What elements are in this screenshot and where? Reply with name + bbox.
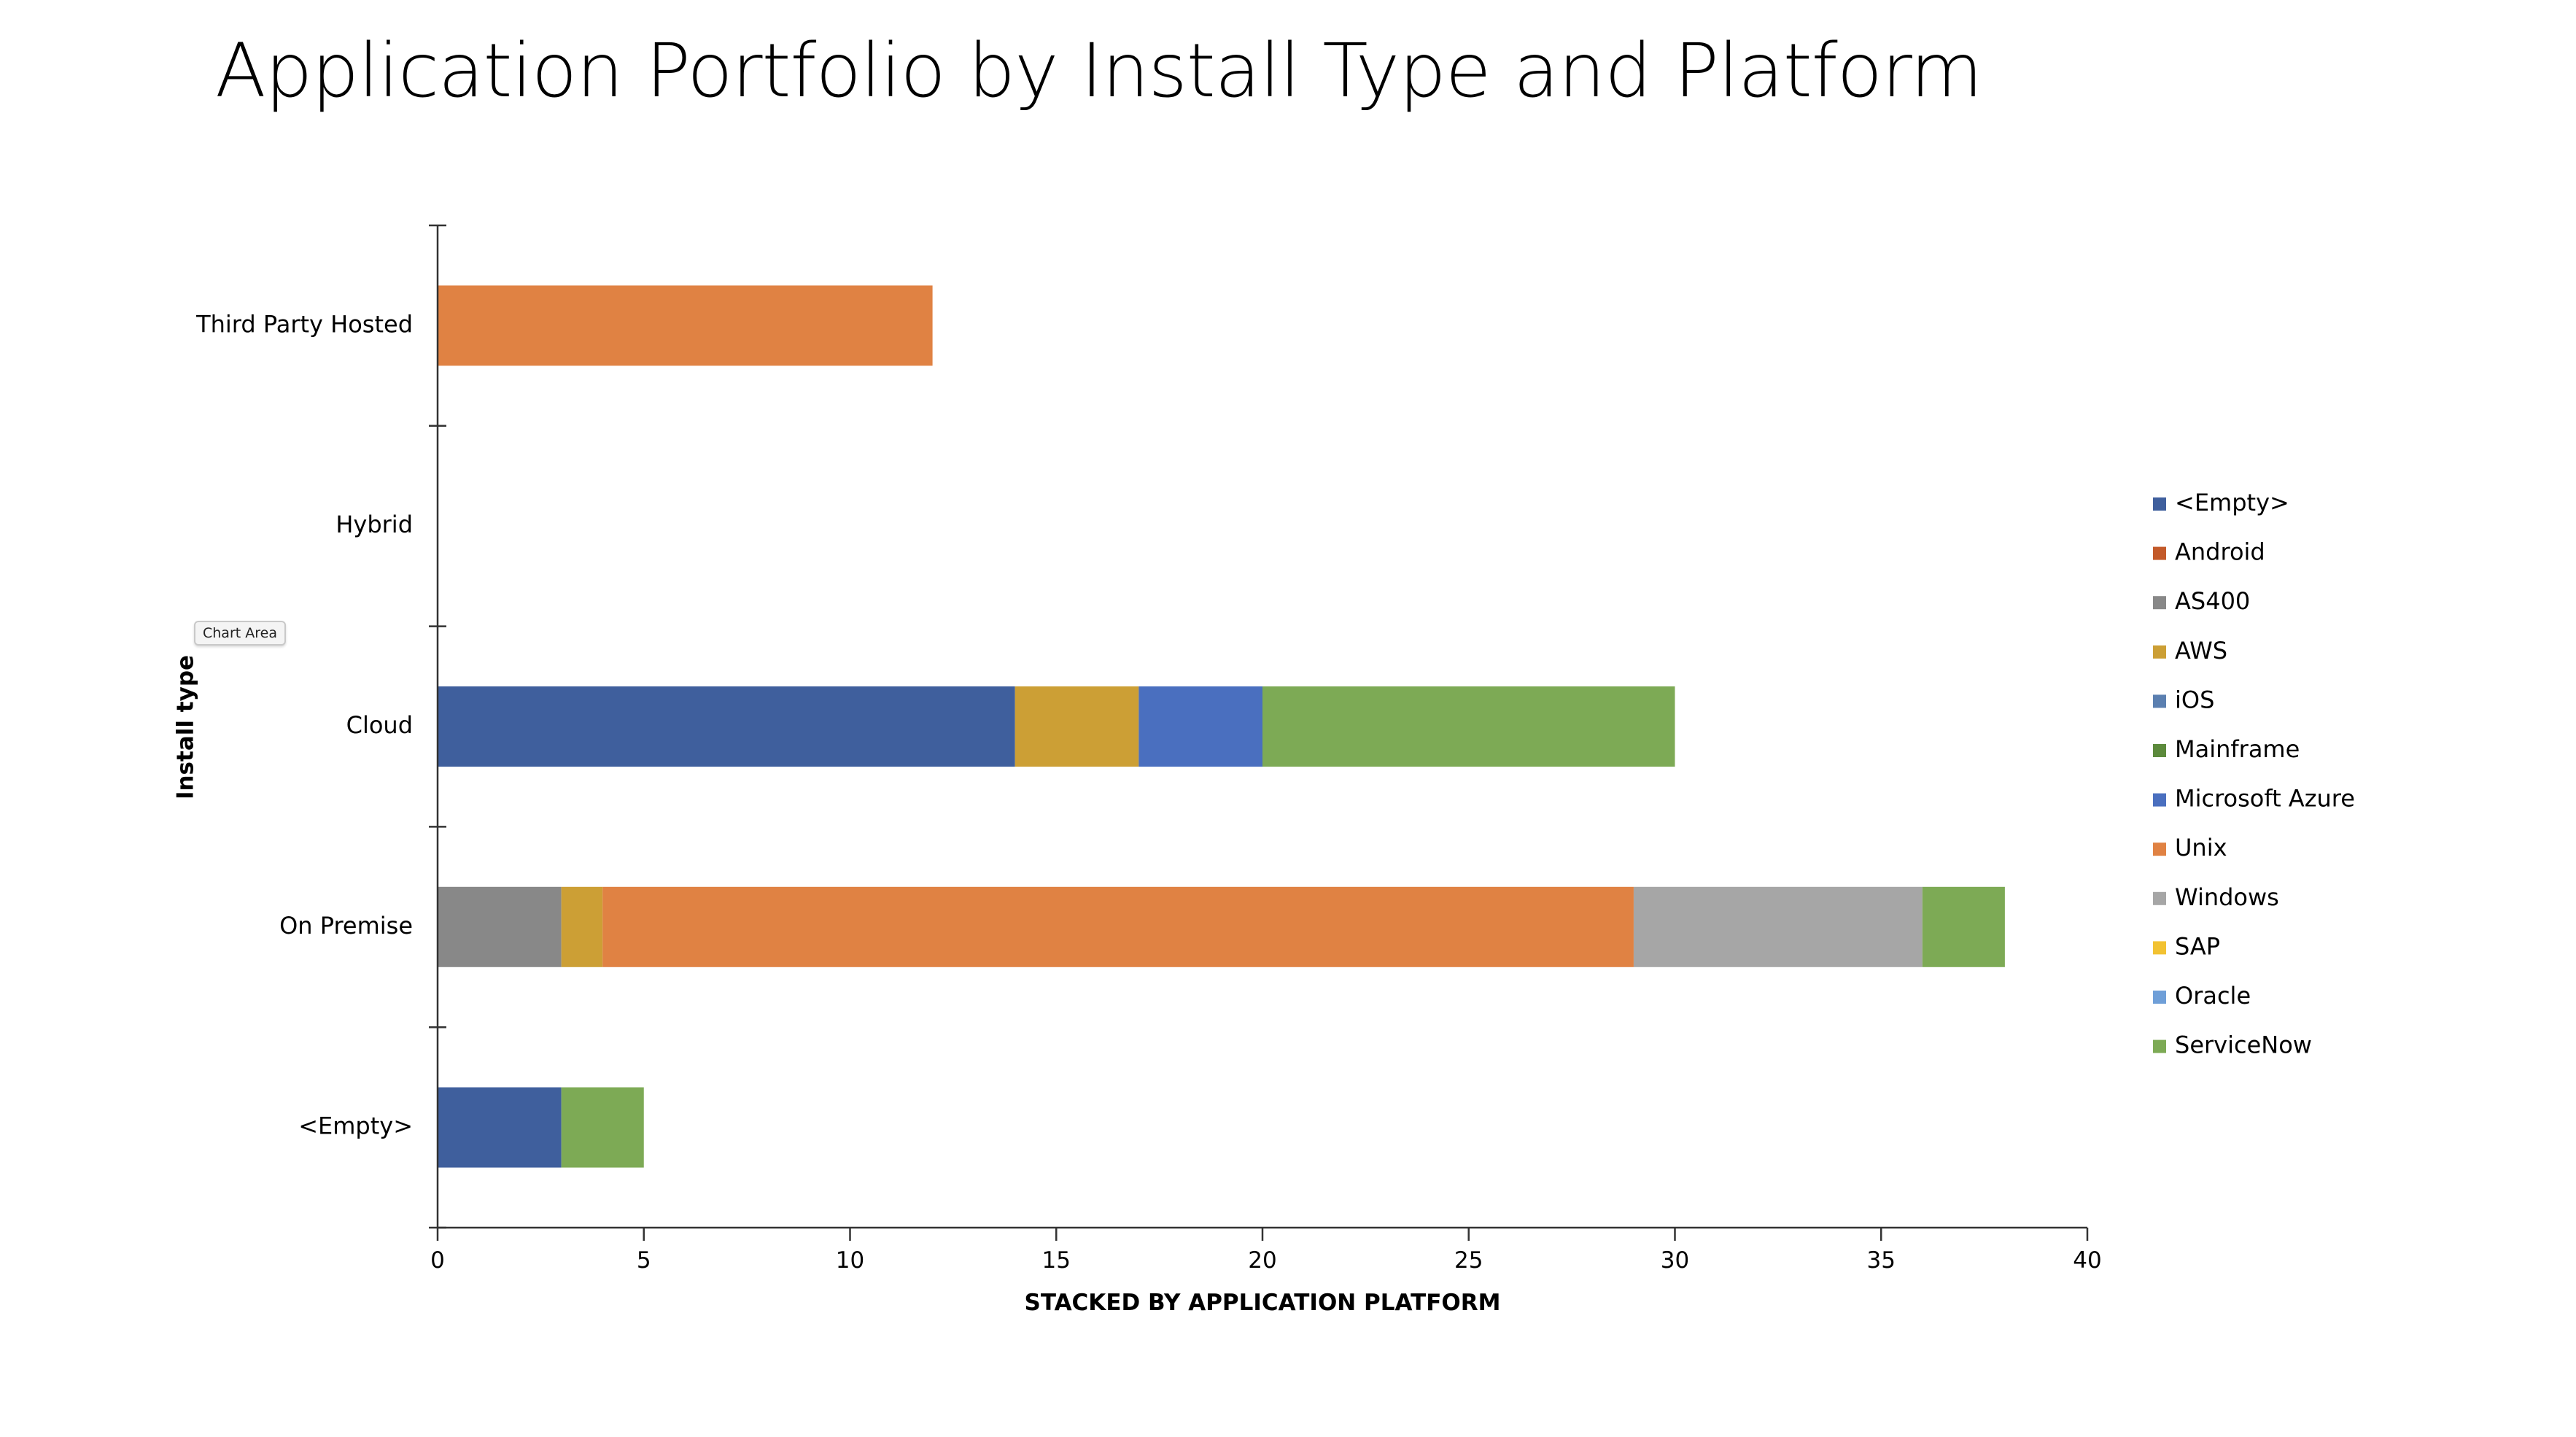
legend-label: Android bbox=[2175, 538, 2265, 566]
legend-label: AS400 bbox=[2175, 587, 2250, 615]
legend-swatch bbox=[2153, 596, 2166, 610]
legend-label: Oracle bbox=[2175, 982, 2251, 1010]
legend-label: iOS bbox=[2175, 686, 2214, 713]
legend: <Empty> Android AS400 AWS iOS Mainframe Micros… bbox=[2153, 489, 2355, 1059]
legend-swatch bbox=[2153, 497, 2166, 511]
bar-segment[interactable] bbox=[1633, 886, 1923, 967]
legend-swatch bbox=[2153, 941, 2166, 955]
bar-segment[interactable] bbox=[1262, 686, 1675, 767]
x-tick-label: 5 bbox=[637, 1247, 651, 1274]
legend-swatch bbox=[2153, 694, 2166, 708]
y-axis-title: Install type bbox=[173, 655, 199, 799]
bar-segment[interactable] bbox=[561, 1087, 644, 1168]
legend-label: SAP bbox=[2175, 932, 2220, 960]
legend-label: Windows bbox=[2175, 883, 2279, 911]
legend-swatch bbox=[2153, 891, 2166, 905]
bar-segment[interactable] bbox=[438, 285, 933, 366]
bar-segment[interactable] bbox=[561, 886, 603, 967]
y-tick-label: <Empty> bbox=[298, 1112, 413, 1140]
x-tick-label: 10 bbox=[836, 1247, 864, 1274]
legend-label: <Empty> bbox=[2175, 489, 2289, 516]
bar-segment[interactable] bbox=[438, 1087, 562, 1168]
legend-label: Microsoft Azure bbox=[2175, 785, 2355, 813]
legend-swatch bbox=[2153, 1039, 2166, 1053]
bar-segment[interactable] bbox=[1138, 686, 1262, 767]
legend-label: ServiceNow bbox=[2175, 1031, 2312, 1059]
x-tick-label: 30 bbox=[1661, 1247, 1689, 1274]
x-tick-label: 20 bbox=[1248, 1247, 1276, 1274]
bar-segment[interactable] bbox=[602, 886, 1634, 967]
legend-swatch bbox=[2153, 793, 2166, 807]
bar-segment[interactable] bbox=[438, 886, 562, 967]
legend-swatch bbox=[2153, 991, 2166, 1004]
slide-title: Application Portfolio by Install Type an… bbox=[215, 28, 1983, 115]
x-tick-label: 25 bbox=[1454, 1247, 1483, 1274]
bars-layer bbox=[438, 285, 2005, 1168]
x-tick-label: 40 bbox=[2073, 1247, 2101, 1274]
bar-segment[interactable] bbox=[1015, 686, 1139, 767]
legend-swatch bbox=[2153, 843, 2166, 856]
legend-swatch bbox=[2153, 645, 2166, 659]
axes-layer: Third Party Hosted Hybrid Cloud On Premise <… bbox=[173, 224, 2102, 1316]
legend-swatch bbox=[2153, 546, 2166, 560]
y-tick-label: Hybrid bbox=[335, 511, 413, 538]
legend-swatch bbox=[2153, 744, 2166, 757]
y-tick-label: On Premise bbox=[279, 912, 413, 940]
legend-label: Mainframe bbox=[2175, 735, 2300, 763]
chart-area-tooltip: Chart Area bbox=[194, 621, 286, 646]
legend-label: AWS bbox=[2175, 637, 2227, 665]
x-tick-label: 15 bbox=[1042, 1247, 1071, 1274]
legend-label: Unix bbox=[2175, 834, 2227, 861]
x-axis-title: STACKED BY APPLICATION PLATFORM bbox=[1025, 1290, 1501, 1316]
bar-segment[interactable] bbox=[1922, 886, 2005, 967]
bar-segment[interactable] bbox=[438, 686, 1015, 767]
y-tick-label: Third Party Hosted bbox=[195, 310, 413, 338]
x-tick-label: 35 bbox=[1867, 1247, 1896, 1274]
x-tick-label: 0 bbox=[430, 1247, 445, 1274]
y-tick-label: Cloud bbox=[346, 711, 413, 739]
